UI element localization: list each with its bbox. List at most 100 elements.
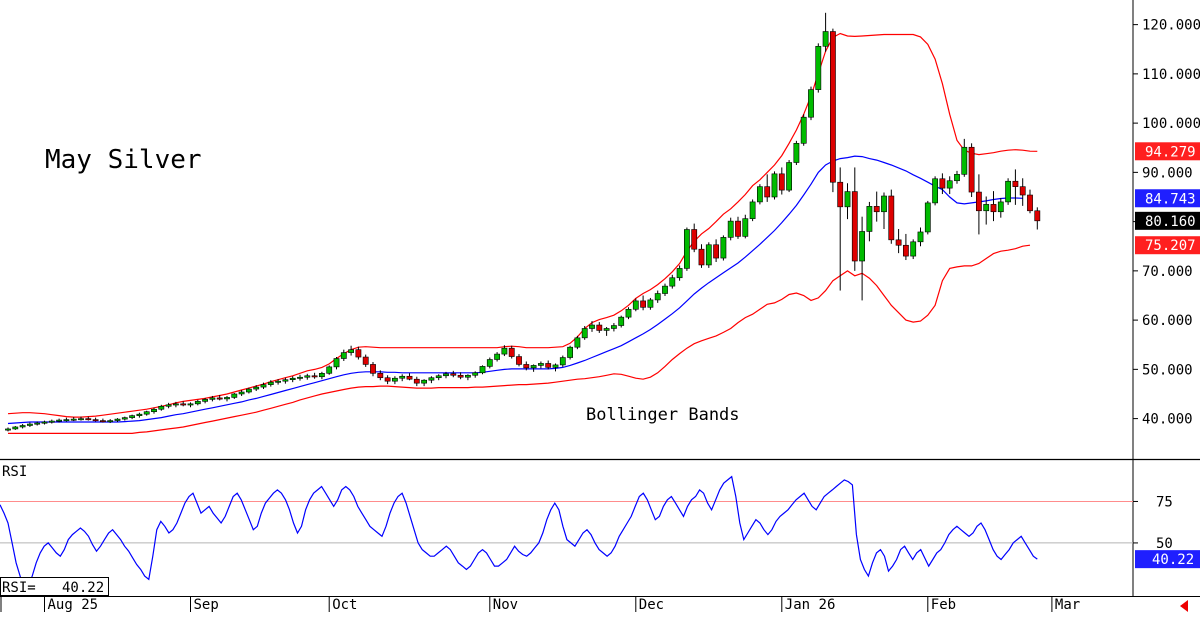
candle-body	[713, 244, 719, 259]
candle-down	[362, 354, 369, 367]
candle-body	[742, 218, 749, 237]
candle-body	[749, 201, 756, 219]
candle-up	[282, 377, 289, 384]
candle-body	[1005, 180, 1011, 203]
candle-body	[837, 181, 844, 208]
candle-body	[523, 364, 530, 369]
candle-up	[70, 417, 77, 422]
candle-down	[698, 244, 705, 268]
month-label: Mar	[1055, 597, 1080, 613]
candle-body	[698, 248, 705, 266]
candle-up	[742, 214, 749, 239]
candle-body	[450, 373, 457, 376]
candle-body	[917, 231, 924, 243]
candle-body	[735, 220, 741, 237]
candle-body	[691, 229, 698, 250]
candle-body	[669, 277, 676, 287]
candle-body	[443, 373, 449, 377]
candle-body	[647, 299, 654, 308]
candle-up	[793, 140, 800, 165]
candle-body	[326, 366, 333, 374]
candle-up	[297, 374, 303, 381]
candle-up	[800, 114, 807, 146]
candle-body	[983, 204, 990, 212]
candle-body	[143, 411, 150, 415]
candle-body	[41, 421, 48, 424]
candle-body	[683, 229, 690, 269]
month-label: Dec	[639, 597, 664, 613]
candle-up	[165, 402, 172, 409]
candle-body	[786, 162, 792, 191]
rsi-tick-label: 75	[1156, 494, 1173, 510]
candle-body	[355, 349, 362, 358]
candle-down	[1012, 169, 1019, 205]
candle-down	[990, 191, 997, 222]
candle-up	[224, 395, 230, 402]
candle-down	[713, 239, 719, 262]
candle-body	[800, 116, 807, 144]
candle-body	[581, 328, 588, 339]
candle-body	[603, 328, 610, 331]
candle-body	[282, 379, 289, 382]
candle-down	[545, 360, 552, 370]
candle-up	[246, 387, 252, 394]
candle-up	[603, 327, 610, 336]
candle-up	[340, 349, 347, 361]
upper-bollinger-band	[7, 32, 1038, 418]
candle-up	[129, 414, 135, 420]
candle-body	[844, 191, 851, 208]
candle-up	[56, 418, 62, 423]
candle-down	[596, 322, 603, 333]
candle-body	[808, 89, 814, 118]
rsi-readout: RSI= 40.22	[0, 577, 109, 596]
candle-body	[12, 426, 19, 430]
candle-up	[289, 376, 296, 383]
candle-body	[238, 391, 245, 395]
candle-body	[1012, 180, 1019, 187]
candle-body	[85, 418, 92, 421]
candle-up	[946, 176, 953, 195]
candle-body	[224, 397, 230, 400]
rsi-readout-label: RSI=	[2, 580, 36, 596]
candle-body	[924, 202, 931, 233]
candle-down	[851, 167, 858, 271]
candle-body	[888, 195, 895, 241]
candle-up	[421, 379, 427, 387]
candle-body	[954, 174, 960, 182]
candle-body	[107, 420, 114, 423]
candle-body	[990, 204, 997, 213]
candle-body	[297, 376, 303, 379]
candle-body	[19, 425, 26, 428]
candle-up	[749, 199, 756, 222]
candle-body	[705, 244, 712, 266]
candle-body	[34, 422, 41, 425]
candle-body	[399, 375, 406, 379]
candle-body	[129, 415, 135, 418]
candle-body	[574, 337, 581, 348]
candle-body	[822, 31, 829, 47]
candle-body	[216, 397, 223, 400]
candle-body	[267, 381, 274, 385]
candle-body	[756, 186, 763, 203]
candle-body	[545, 363, 552, 368]
candle-body	[559, 357, 566, 366]
candle-body	[815, 45, 822, 90]
candle-up	[464, 374, 471, 381]
candle-up	[472, 371, 479, 378]
candle-up	[173, 401, 179, 408]
candle-up	[822, 12, 829, 52]
candle-down	[311, 372, 318, 379]
candle-body	[165, 404, 172, 407]
candle-down	[837, 167, 844, 291]
candle-up	[501, 345, 508, 357]
candle-body	[457, 374, 464, 378]
candle-body	[640, 300, 646, 308]
rsi-badge-label: 40.22	[1152, 552, 1194, 568]
candle-up	[815, 43, 822, 93]
candle-up	[537, 361, 544, 369]
candle-down	[377, 370, 384, 381]
candle-body	[859, 231, 865, 262]
middle-band-moving-average	[7, 155, 1023, 425]
price-tick-label: 60.000	[1142, 313, 1193, 329]
